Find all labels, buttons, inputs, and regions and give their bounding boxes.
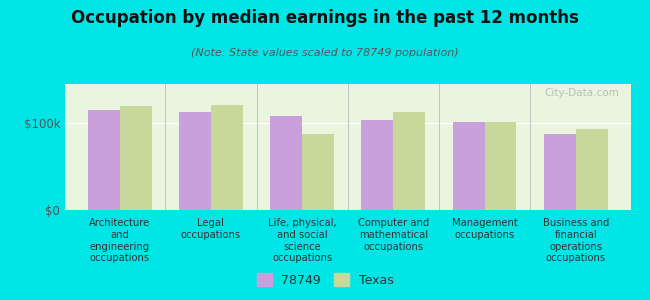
Bar: [576, 129, 608, 210]
Legend: 78749, Texas: 78749, Texas: [253, 270, 397, 291]
Bar: [211, 105, 243, 210]
Bar: [120, 106, 151, 210]
Bar: [179, 112, 211, 210]
Text: City-Data.com: City-Data.com: [545, 88, 619, 98]
Bar: [544, 134, 576, 210]
Bar: [393, 112, 425, 210]
Bar: [302, 134, 334, 210]
Bar: [361, 121, 393, 210]
Bar: [88, 110, 120, 210]
Text: Occupation by median earnings in the past 12 months: Occupation by median earnings in the pas…: [71, 9, 579, 27]
Bar: [484, 122, 517, 210]
Text: (Note: State values scaled to 78749 population): (Note: State values scaled to 78749 popu…: [191, 48, 459, 58]
Bar: [452, 122, 484, 210]
Bar: [270, 116, 302, 210]
